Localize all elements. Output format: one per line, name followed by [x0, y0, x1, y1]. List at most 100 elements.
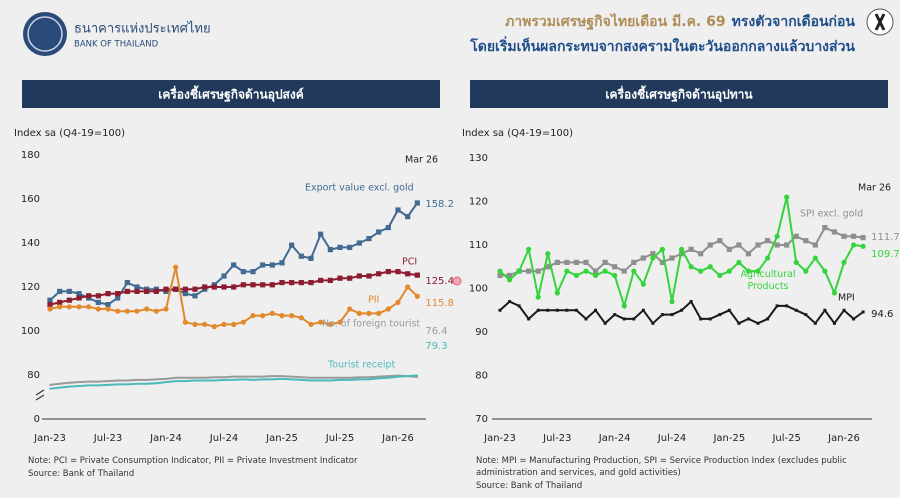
point — [116, 383, 119, 386]
marker — [395, 299, 401, 305]
marker — [822, 268, 828, 274]
point — [136, 379, 138, 381]
marker — [726, 246, 732, 252]
marker — [269, 310, 275, 316]
marker — [279, 313, 285, 319]
marker — [659, 259, 666, 265]
marker — [535, 268, 541, 274]
point — [242, 378, 245, 381]
marker — [603, 321, 607, 325]
marker — [366, 273, 372, 279]
marker — [356, 273, 362, 279]
marker — [289, 313, 295, 319]
source: Source: Bank of Thailand — [28, 469, 135, 479]
point — [223, 379, 225, 381]
marker — [832, 321, 836, 325]
point — [97, 384, 100, 387]
marker — [260, 262, 266, 268]
marker — [708, 317, 712, 321]
marker — [784, 194, 790, 200]
title-part: ทรงตัวจากเดือนก่อน — [732, 14, 856, 30]
y-tick-label: 90 — [475, 327, 488, 338]
marker — [76, 291, 82, 297]
marker — [163, 306, 169, 312]
marker — [621, 268, 627, 274]
marker — [298, 315, 304, 321]
marker — [727, 308, 731, 312]
series-label: Tourist receipt — [327, 360, 396, 371]
point — [348, 376, 351, 379]
marker — [545, 251, 551, 257]
marker — [680, 308, 684, 312]
marker — [641, 308, 645, 312]
marker — [124, 280, 130, 286]
point — [223, 376, 225, 379]
marker — [517, 304, 521, 308]
marker — [250, 313, 256, 319]
marker — [376, 310, 382, 316]
marker — [793, 259, 799, 265]
point — [358, 376, 361, 379]
marker — [497, 268, 503, 274]
marker — [526, 246, 532, 252]
marker — [535, 294, 541, 300]
marker — [211, 324, 217, 330]
marker — [192, 293, 198, 299]
marker — [231, 321, 237, 327]
point — [213, 376, 216, 379]
marker — [202, 284, 208, 290]
source: Source: Bank of Thailand — [476, 481, 583, 491]
marker — [631, 259, 637, 265]
y-tick-label: 100 — [21, 326, 40, 337]
marker — [250, 282, 256, 288]
point — [252, 375, 254, 378]
point — [252, 379, 254, 381]
marker — [221, 321, 227, 327]
marker — [775, 304, 779, 308]
marker — [689, 300, 693, 304]
panel-heading-bg — [22, 80, 440, 108]
marker — [347, 275, 353, 281]
point — [242, 375, 245, 378]
marker — [366, 310, 372, 316]
point — [203, 376, 206, 379]
x-tick-label: Jul-23 — [542, 433, 571, 444]
x-tick-label: Jan-23 — [33, 433, 66, 444]
point — [203, 379, 206, 382]
marker — [76, 295, 82, 301]
marker — [47, 306, 53, 312]
marker — [613, 313, 617, 317]
series-label: Agricultural Products — [740, 269, 796, 292]
end-value-label: 125.4 — [425, 276, 454, 287]
y-axis-label: Index sa (Q4-19=100) — [462, 128, 573, 139]
marker — [594, 308, 598, 312]
marker — [804, 313, 808, 317]
x-tick-label: Jan-25 — [265, 433, 298, 444]
point — [184, 376, 187, 379]
marker — [414, 293, 420, 299]
marker — [573, 259, 580, 265]
marker — [717, 272, 723, 279]
point — [271, 378, 274, 381]
end-value-label: 76.4 — [425, 326, 447, 337]
marker — [640, 281, 646, 287]
marker — [221, 284, 227, 290]
marker — [47, 302, 53, 308]
marker — [678, 246, 685, 252]
marker — [508, 300, 512, 304]
marker — [66, 288, 72, 294]
marker — [746, 317, 750, 321]
marker — [414, 200, 420, 206]
point — [368, 378, 370, 381]
marker — [774, 242, 780, 248]
marker — [57, 299, 63, 305]
x-tick-label: Jul-25 — [771, 433, 800, 444]
marker — [298, 280, 304, 286]
point — [49, 387, 51, 390]
marker — [356, 240, 362, 246]
point — [126, 379, 129, 382]
point — [68, 381, 71, 384]
marker — [153, 308, 159, 314]
x-tick-label: Jan-24 — [149, 433, 182, 444]
series-label: MPI — [838, 293, 855, 304]
